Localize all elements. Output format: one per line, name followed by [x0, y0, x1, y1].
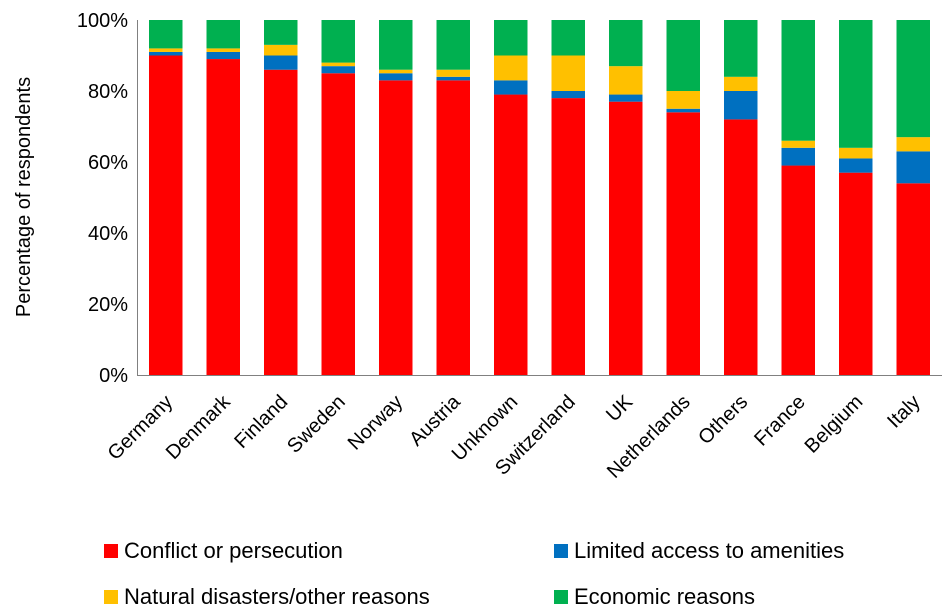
y-tick-label: 0%: [99, 365, 128, 387]
x-tick-label: UK: [602, 391, 638, 427]
bar-segment-finland-s2: [264, 44, 298, 56]
bar-segment-italy-s1: [896, 151, 930, 184]
bar-segment-netherlands-s0: [666, 112, 700, 376]
bar-segment-belgium-s0: [839, 172, 873, 375]
y-tick-label: 20%: [88, 294, 128, 316]
bar-segment-italy-s3: [896, 20, 930, 138]
bar-segment-uk-s0: [609, 101, 643, 376]
bar-segment-belgium-s1: [839, 158, 873, 173]
bar-segment-sweden-s0: [321, 73, 355, 375]
y-tick-label: 40%: [88, 223, 128, 245]
bar-segment-france-s1: [781, 147, 815, 166]
bar-segment-switzerland-s3: [551, 20, 585, 56]
bar-segment-switzerland-s0: [551, 98, 585, 375]
x-tick-label: Finland: [230, 391, 292, 453]
bar-segment-denmark-s3: [206, 20, 240, 49]
bar-segment-switzerland-s1: [551, 91, 585, 99]
y-tick-label: 80%: [88, 81, 128, 103]
x-tick-label: Belgium: [801, 391, 868, 458]
bar-segment-italy-s0: [896, 183, 930, 375]
bar-segment-belgium-s3: [839, 20, 873, 148]
bar-segment-denmark-s0: [206, 59, 240, 376]
x-tick-label: Norway: [344, 391, 407, 454]
bar-segment-italy-s2: [896, 137, 930, 152]
bar-segment-finland-s3: [264, 20, 298, 45]
bar-segment-sweden-s1: [321, 66, 355, 74]
bar-segment-netherlands-s3: [666, 20, 700, 91]
x-tick-label: Italy: [883, 391, 924, 432]
bar-segment-norway-s0: [379, 80, 413, 375]
bar-segment-austria-s2: [436, 69, 470, 77]
bar-segment-sweden-s2: [321, 62, 355, 67]
bar-segment-belgium-s2: [839, 147, 873, 159]
bar-segment-germany-s1: [149, 51, 183, 56]
bar-segment-unknown-s0: [494, 94, 528, 376]
bar-segment-germany-s0: [149, 55, 183, 375]
bar-segment-netherlands-s2: [666, 91, 700, 109]
bar-segment-others-s0: [724, 119, 758, 376]
bar-segment-switzerland-s2: [551, 55, 585, 91]
bar-segment-uk-s2: [609, 66, 643, 95]
bar-segment-unknown-s1: [494, 80, 528, 95]
bar-segment-uk-s3: [609, 20, 643, 67]
bar-segment-others-s3: [724, 20, 758, 77]
y-axis-label: Percentage of respondents: [13, 77, 35, 317]
bar-segment-france-s0: [781, 165, 815, 375]
x-tick-label: Sweden: [283, 391, 350, 458]
bar-segment-austria-s0: [436, 80, 470, 375]
bar-segment-austria-s3: [436, 20, 470, 70]
bar-segment-others-s1: [724, 91, 758, 120]
bar-segment-germany-s3: [149, 20, 183, 49]
y-tick-label: 100%: [77, 10, 128, 32]
bar-segment-others-s2: [724, 76, 758, 91]
bar-segment-germany-s2: [149, 48, 183, 52]
bar-segment-finland-s0: [264, 69, 298, 375]
bar-segment-norway-s3: [379, 20, 413, 70]
bar-segment-unknown-s2: [494, 55, 528, 81]
x-tick-label: Denmark: [162, 390, 236, 464]
bar-segment-france-s2: [781, 140, 815, 148]
bar-segment-netherlands-s1: [666, 108, 700, 113]
bar-segment-finland-s1: [264, 55, 298, 70]
x-tick-label: Others: [694, 391, 752, 449]
bar-segment-norway-s1: [379, 73, 413, 81]
bar-segment-austria-s1: [436, 76, 470, 81]
bar-segment-denmark-s2: [206, 48, 240, 52]
bar-segment-france-s3: [781, 20, 815, 141]
bar-segment-uk-s1: [609, 94, 643, 102]
bar-segment-unknown-s3: [494, 20, 528, 56]
y-tick-label: 60%: [88, 152, 128, 174]
bar-segment-norway-s2: [379, 69, 413, 74]
bar-segment-denmark-s1: [206, 51, 240, 60]
bar-segment-sweden-s3: [321, 20, 355, 63]
